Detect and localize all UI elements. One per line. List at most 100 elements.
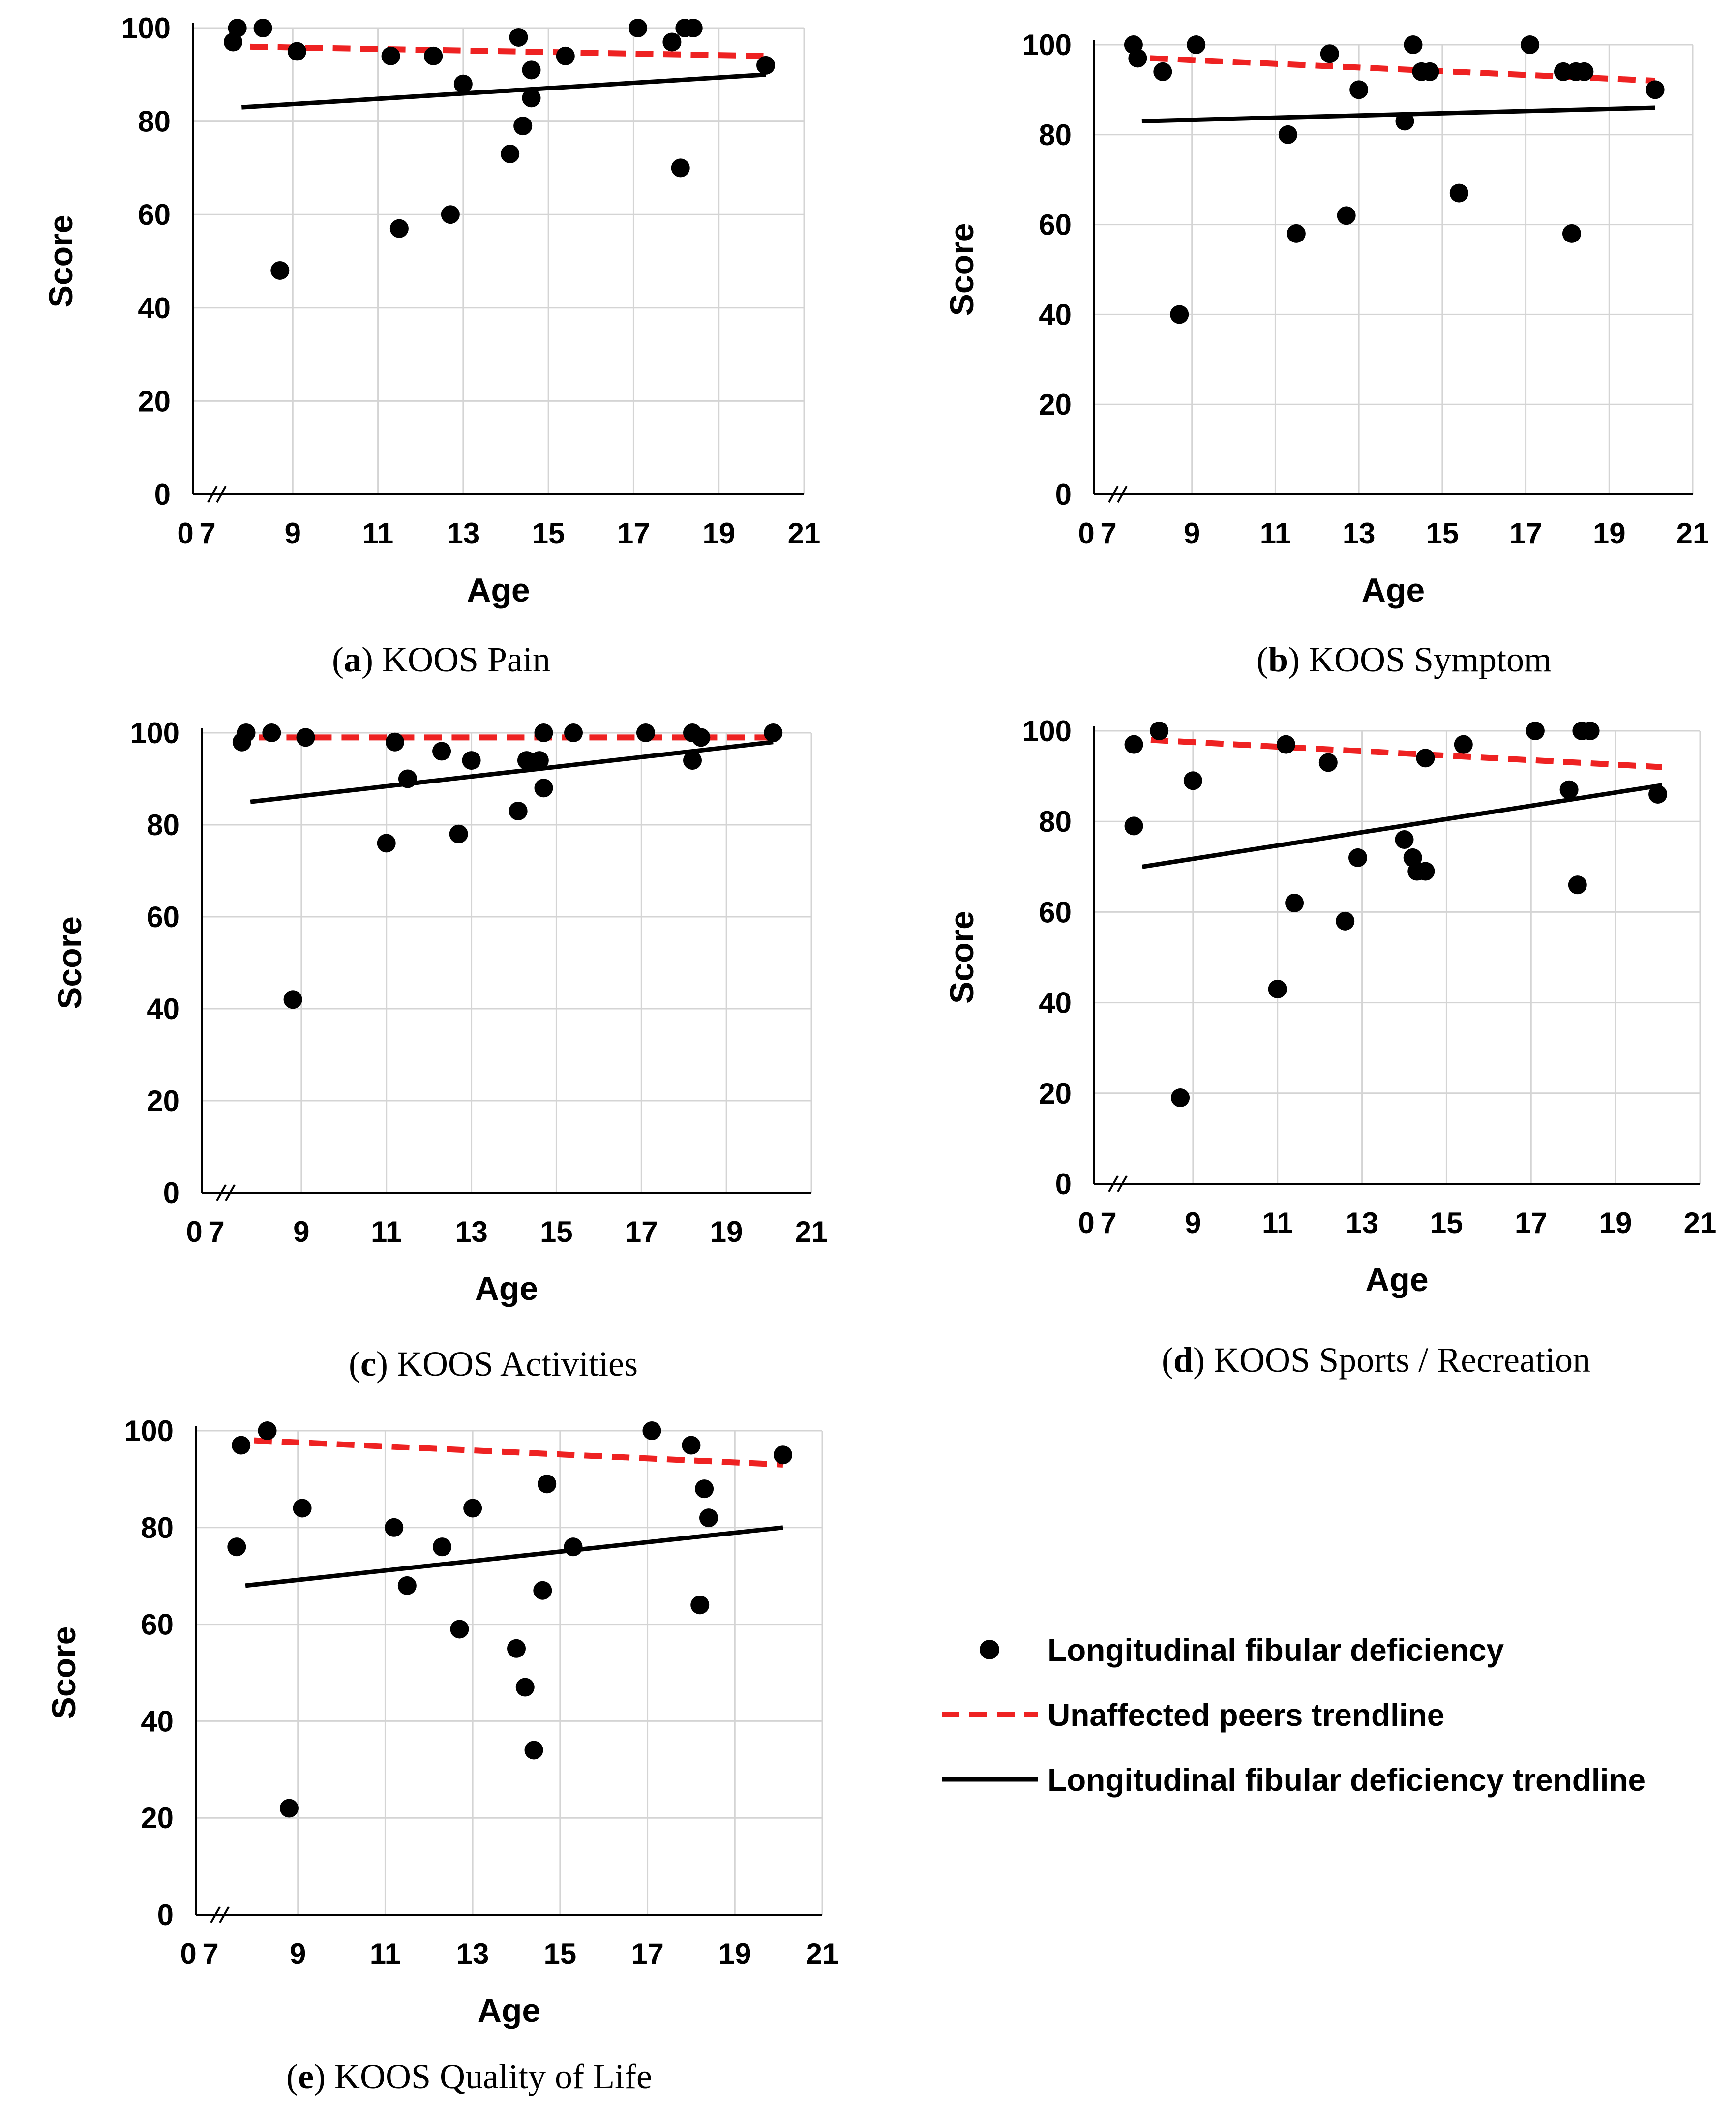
x-tick-label: 17 [1509,517,1542,550]
data-point [1287,224,1306,243]
data-point [774,1445,793,1465]
x-origin-label: 0 [1078,1206,1094,1239]
data-point [764,723,783,742]
data-point [1416,749,1435,768]
y-tick-label: 20 [1039,1077,1072,1110]
y-axis-title: Score [943,223,981,316]
data-point [377,834,396,853]
y-tick-label: 80 [1039,119,1072,151]
x-tick-label: 13 [1346,1206,1378,1239]
data-point [449,824,468,843]
x-axis-title: Age [478,1992,540,2029]
chart-caption: (c) KOOS Activities [349,1344,638,1384]
peers-trendline [254,1437,783,1468]
lfd-trendline [250,740,774,804]
data-point [507,1639,526,1658]
axis-break-mark [207,486,218,503]
x-tick-label: 15 [1430,1206,1463,1239]
x-tick-label: 19 [718,1937,751,1970]
data-point [682,1436,701,1455]
data-point [513,117,533,136]
data-point [533,1581,552,1600]
x-tick-label: 11 [370,1937,401,1970]
data-point [279,1799,299,1818]
x-tick-label: 19 [1593,517,1626,550]
x-tick-label: 11 [371,1215,402,1248]
y-tick-label: 60 [147,901,180,934]
y-tick-label: 100 [130,717,180,750]
x-tick-label: 21 [1684,1206,1717,1239]
data-point [1349,80,1369,99]
data-point [258,1421,277,1440]
data-point [262,723,281,742]
x-tick-label: 13 [456,1937,489,1970]
legend-point-marker [980,1640,999,1659]
data-point [237,723,256,742]
chart-a: 0 20 40 60 80 100 7 9 11 13 15 17 19 21 0 Age Score (a) K… [42,12,820,679]
data-point [1575,62,1594,81]
axis-break-mark [225,1184,236,1201]
data-point [564,723,583,742]
data-point [463,1499,482,1518]
data-point [1562,224,1581,243]
data-point [690,1596,710,1615]
axis-break-mark [216,486,227,503]
data-point [636,723,655,742]
data-point [671,158,690,178]
x-tick-label: 7 [199,517,215,550]
y-tick-label: 20 [141,1802,174,1835]
data-point [450,1620,469,1639]
data-point [1268,979,1287,998]
data-point [534,723,553,742]
data-point [1559,780,1579,799]
x-tick-label: 19 [1599,1206,1632,1239]
data-point [270,261,290,280]
data-point [1170,305,1189,324]
x-tick-label: 15 [532,517,565,550]
data-point [1124,735,1143,754]
data-point [441,205,460,224]
data-point [293,1499,312,1518]
x-tick-label: 15 [1426,517,1459,550]
x-tick-label: 21 [795,1215,828,1248]
y-tick-label: 100 [121,12,171,45]
x-tick-label: 7 [1100,1206,1116,1239]
x-tick-label: 17 [631,1937,664,1970]
y-axis-title: Score [45,1626,83,1719]
chart-caption: (d) KOOS Sports / Recreation [1162,1340,1590,1380]
data-point [1416,862,1435,881]
data-point [1285,893,1304,912]
x-tick-label: 15 [540,1215,573,1248]
data-point [1337,206,1356,225]
chart-caption: (a) KOOS Pain [332,640,550,679]
data-point [522,89,541,108]
data-point [432,742,451,761]
data-point [1278,125,1297,144]
data-point [228,19,247,37]
x-tick-label: 9 [293,1215,309,1248]
legend-lfd-trend-label: Longitudinal fibular deficiency trendlin… [1048,1762,1646,1798]
data-point [501,144,520,163]
x-tick-label: 17 [617,517,650,550]
data-point [556,46,575,65]
data-point [1320,44,1339,63]
x-origin-label: 0 [186,1215,202,1248]
y-axis-title: Score [943,911,981,1004]
data-point [695,1479,714,1499]
data-point [287,42,306,61]
x-tick-label: 7 [202,1937,218,1970]
data-point [296,728,315,747]
data-point [756,56,776,75]
data-point [1395,830,1414,849]
data-point [1187,35,1206,54]
data-point [515,1678,535,1697]
peers-trendline [1150,737,1662,770]
data-point [283,990,302,1009]
axis-break-mark [1108,1175,1119,1192]
data-point [683,751,702,770]
y-tick-label: 0 [1055,478,1072,511]
data-point [1336,911,1355,931]
x-tick-label: 21 [1676,517,1709,550]
data-point [1581,722,1600,740]
